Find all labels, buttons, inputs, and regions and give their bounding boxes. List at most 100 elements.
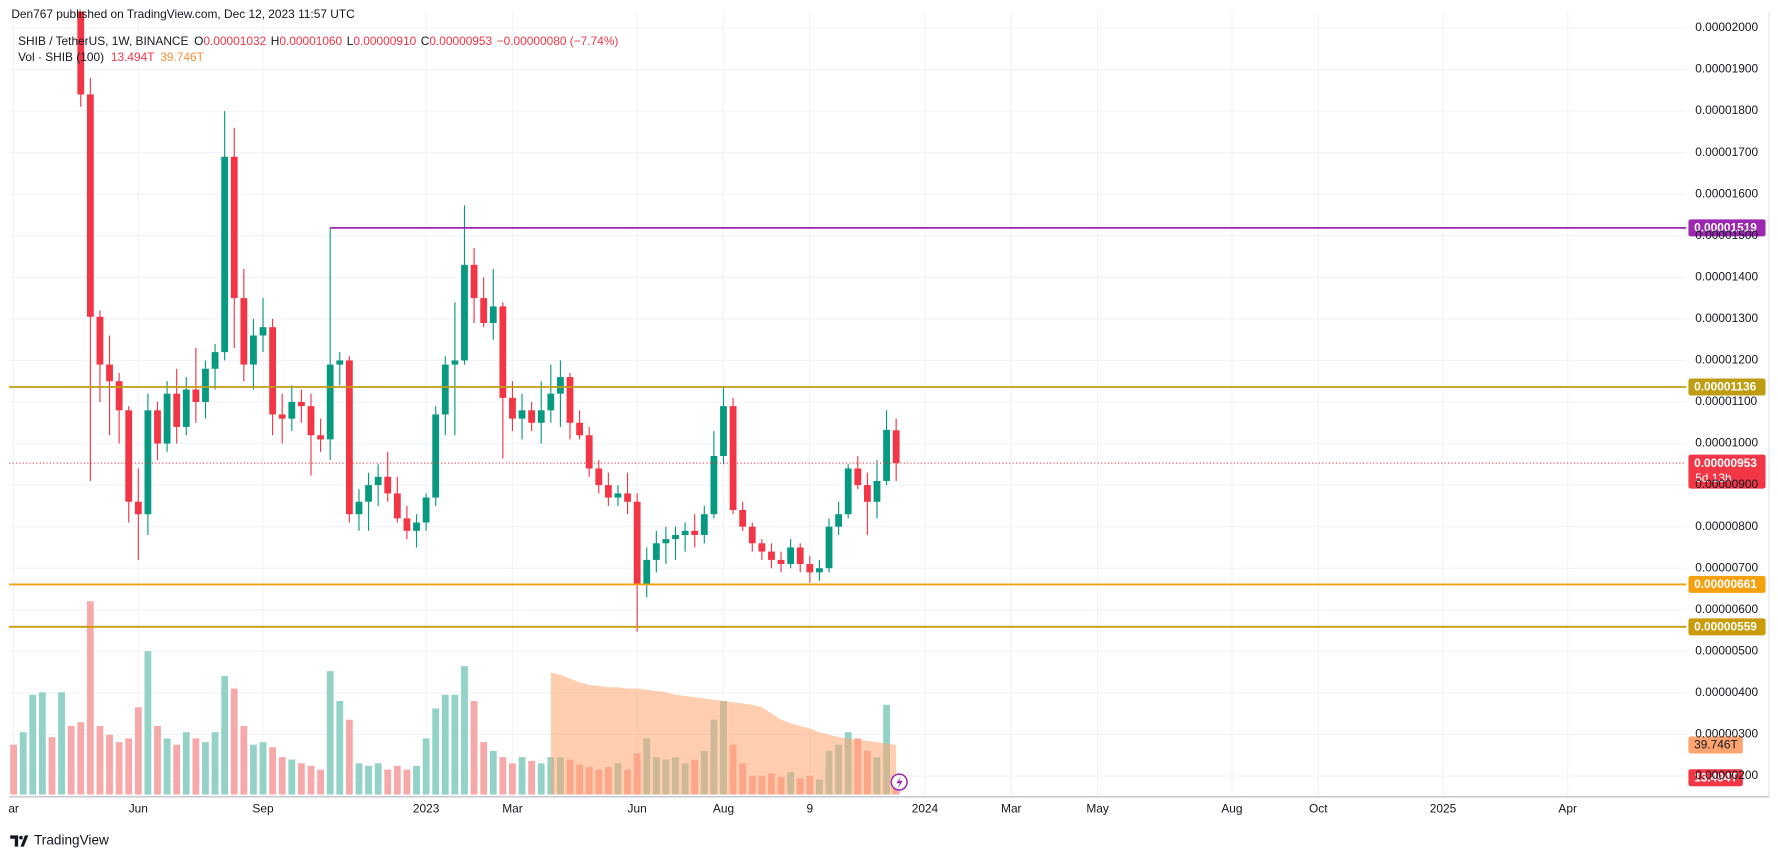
volume-bar <box>518 757 526 795</box>
volume-bar <box>537 763 545 795</box>
countdown-label: 5d 13h <box>1695 471 1731 485</box>
volume-bar <box>182 732 190 795</box>
candle-body <box>163 393 171 444</box>
volume-badge-label: 13.494T <box>1694 770 1738 784</box>
candle-body <box>854 468 862 486</box>
candle-body <box>499 306 507 398</box>
candle-body <box>125 410 133 502</box>
ohlc-value: 0.00000910 <box>353 34 416 48</box>
candle-body <box>595 468 603 486</box>
volume-bar <box>345 719 353 795</box>
y-tick-label: 0.00000400 <box>1695 685 1758 699</box>
candle-body <box>365 485 372 502</box>
volume-bar <box>528 760 536 795</box>
volume-bar <box>19 732 27 795</box>
candle-body <box>336 360 344 365</box>
candle-body <box>115 381 123 411</box>
volume-badge <box>1688 769 1743 787</box>
candle-body <box>154 410 161 444</box>
y-tick-label: 0.00001200 <box>1695 353 1758 367</box>
candle-body <box>835 514 843 527</box>
overlays: 0.00001519 0.00001136 0.00000661 0.00000559… <box>9 219 1766 787</box>
candle-body <box>173 393 181 427</box>
candle-body <box>480 298 488 324</box>
volume-bar <box>163 738 171 795</box>
volume-bar <box>489 750 497 795</box>
candle-body <box>451 360 459 365</box>
ohlc-key: C <box>421 34 430 48</box>
candle-body <box>259 327 267 336</box>
candle-body <box>537 410 545 423</box>
volume-bar <box>250 744 257 795</box>
volume-bar <box>125 738 133 795</box>
candle-body <box>681 530 689 535</box>
volume-bar <box>374 763 382 795</box>
candle-body <box>528 410 536 423</box>
volume-bar <box>38 692 46 795</box>
volume-bar <box>230 688 238 795</box>
change: −0.00000080 (−7.74%) <box>497 34 619 48</box>
footer-logo: TradingView <box>10 833 109 848</box>
candle-body <box>192 389 200 402</box>
candle-body <box>509 397 516 419</box>
volume-bar <box>441 694 449 795</box>
y-tick-label: 0.00000800 <box>1695 519 1758 533</box>
legend-symbol: SHIB / TetherUS, 1W, BINANCE O0.00001032 H… <box>18 34 618 48</box>
volume-bar <box>96 725 104 795</box>
candle-body <box>566 377 574 423</box>
candle-body <box>825 526 833 569</box>
volume-bar <box>48 737 56 795</box>
volume-bar <box>115 742 123 795</box>
x-tick-label: Aug <box>1221 801 1242 815</box>
legend-volume: Vol · SHIB (100) 13.494T 39.746T <box>18 50 204 64</box>
y-tick-label: 0.00001300 <box>1695 311 1758 325</box>
x-tick-label: Mar <box>502 801 523 815</box>
candle-body <box>710 456 718 515</box>
x-tick-label: Sep <box>252 801 274 815</box>
ohlc-key: L <box>347 34 354 48</box>
level-badge <box>1688 378 1766 396</box>
volume-bar <box>67 725 75 795</box>
candle-body <box>489 306 497 324</box>
level-badge <box>1688 219 1766 237</box>
candle-body <box>585 435 593 469</box>
candle-body <box>470 264 478 299</box>
volume-bar <box>413 765 420 795</box>
volume-bar <box>278 757 286 795</box>
footer-text: TradingView <box>34 833 109 848</box>
candle-body <box>441 364 449 415</box>
y-tick-label: 0.00001500 <box>1695 228 1758 242</box>
candle-body <box>863 485 871 502</box>
y-tick-label: 0.00001000 <box>1695 436 1758 450</box>
y-tick-label: 0.00000200 <box>1695 768 1758 782</box>
candle-body <box>758 543 766 552</box>
volume-bar <box>499 757 507 795</box>
level-label: 0.00000559 <box>1694 620 1757 634</box>
volume-bar <box>192 738 200 795</box>
x-tick-label: 9 <box>807 801 814 815</box>
volume-bar <box>144 651 152 795</box>
candle-body <box>288 401 296 419</box>
candle-body <box>278 414 286 419</box>
candle-body <box>633 501 641 585</box>
level-label: 0.00001136 <box>1694 380 1757 394</box>
candle-body <box>403 518 411 531</box>
volume-pane <box>10 601 900 795</box>
y-tick-label: 0.00000700 <box>1695 560 1758 574</box>
volume-bar <box>10 744 18 795</box>
candle-body <box>557 377 564 394</box>
candle-body <box>134 501 142 515</box>
candle-body <box>182 389 190 427</box>
candle-body <box>518 410 526 419</box>
candle-body <box>691 530 699 535</box>
volume-bar <box>509 763 516 795</box>
x-tick-label: Jun <box>129 801 148 815</box>
candle-body <box>96 316 104 365</box>
grid <box>9 11 1687 797</box>
x-tick-label: Apr <box>1558 801 1577 815</box>
x-tick-label: ar <box>8 801 19 815</box>
candle-body <box>86 94 94 317</box>
volume-bar <box>58 692 65 795</box>
candle-body <box>844 468 852 515</box>
volume-ma-value: 39.746T <box>160 50 204 64</box>
